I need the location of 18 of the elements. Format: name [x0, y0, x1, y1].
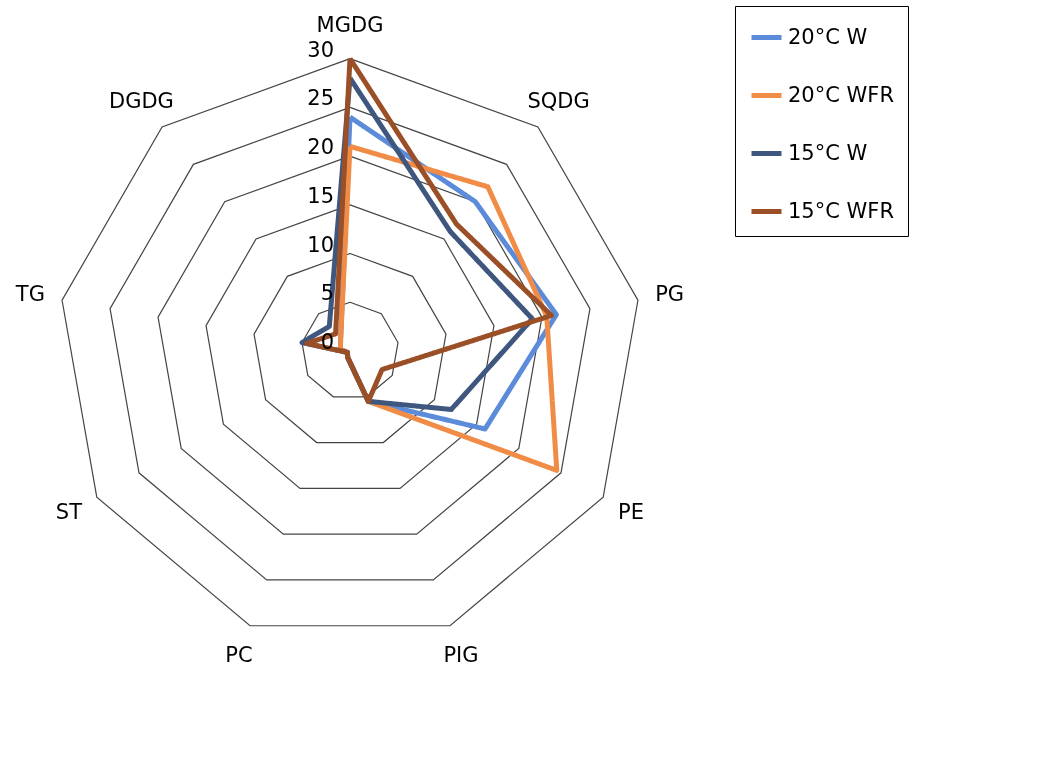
spoke-label: DGDG — [108, 89, 174, 114]
y-tick-label: 10 — [307, 232, 334, 257]
y-tick-label: 25 — [307, 86, 334, 111]
y-tick-label: 20 — [307, 135, 334, 160]
legend-label: 15°C WFR — [788, 198, 894, 223]
legend-label: 15°C W — [788, 140, 868, 165]
legend-label: 20°C W — [788, 24, 868, 49]
spoke-label: PIG — [443, 642, 479, 667]
spoke-label: PC — [225, 642, 253, 667]
legend-label: 20°C WFR — [788, 82, 894, 107]
spoke-label: PG — [655, 281, 685, 306]
spoke-label: SQDG — [527, 89, 590, 114]
spoke-label: ST — [55, 500, 83, 525]
spoke-label: MGDG — [316, 13, 384, 38]
spoke-label: TG — [14, 281, 45, 306]
y-tick-label: 30 — [307, 37, 334, 62]
spoke-label: PE — [618, 500, 645, 525]
y-tick-label: 15 — [307, 183, 334, 208]
